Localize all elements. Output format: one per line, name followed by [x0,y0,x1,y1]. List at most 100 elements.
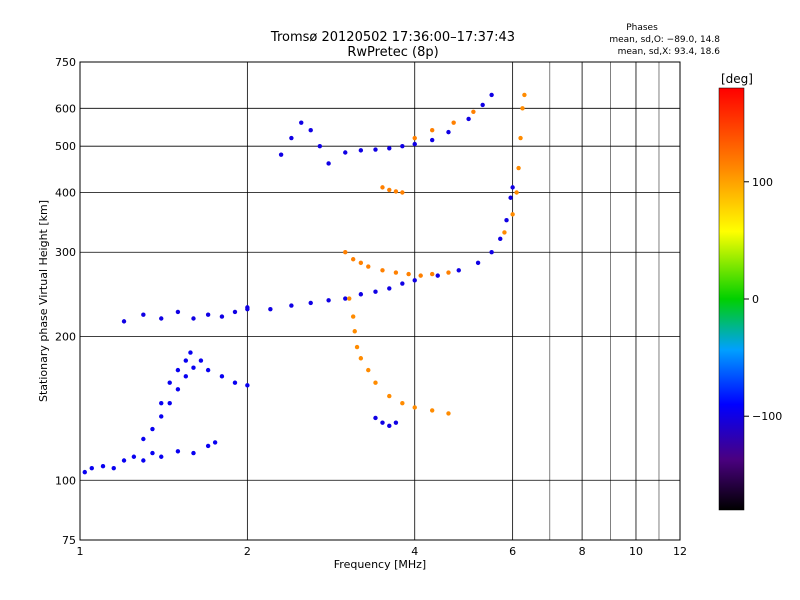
echo-point-s7-1 [358,148,364,153]
echo-point-s0-8 [159,454,164,459]
echo-point-s5-8 [387,286,392,291]
echo-point-s6-1 [289,135,294,141]
echo-point-s7-6 [429,137,435,143]
echo-point-s0-2 [100,464,106,469]
grid-lines [79,62,681,540]
echo-point-s4-0 [121,319,127,324]
echo-point-s12-4 [518,135,523,141]
echo-point-s11-4 [358,356,364,361]
x-tick-label-6: 12 [673,545,687,558]
colorbar-tick-label-2: −100 [752,410,782,423]
echo-point-s4-3 [175,309,181,315]
echo-point-s7-3 [387,146,392,151]
echo-point-s10-1 [387,187,392,193]
chart-title: Tromsø 20120502 17:36:00–17:37:43 [270,30,515,45]
echo-point-s3-0 [205,367,211,373]
chart-subtitle: RwPretec (8p) [347,45,438,60]
echo-point-s7-10 [489,92,494,98]
echo-point-s7-0 [343,150,348,155]
echo-point-s2-4 [188,350,193,355]
echo-point-s12-5 [520,106,525,111]
echo-point-s5-1 [268,306,273,312]
echo-point-s9-0 [343,250,348,255]
echo-point-s5-2 [289,303,294,308]
echo-point-s3-2 [232,380,238,385]
echo-point-s11-1 [350,314,356,319]
echo-point-s5-3 [308,300,313,306]
echo-point-s5-0 [245,305,250,310]
x-tick-label-1: 2 [244,545,251,558]
echo-point-s6-5 [326,161,331,166]
echo-point-s9-2 [358,260,364,266]
phases-line-x: mean, sd,X: 93.4, 18.6 [618,47,721,57]
y-tick-label-2: 200 [55,330,76,343]
echo-point-s4-7 [232,309,238,315]
echo-point-s5-4 [326,298,331,303]
echo-point-s13-2 [451,120,456,125]
echo-point-s10-2 [393,189,399,194]
echo-point-s9-1 [350,257,356,262]
echo-point-s12-0 [502,230,507,235]
echo-point-s0-5 [131,454,137,459]
echo-point-s2-2 [175,367,181,373]
echo-point-s11-11 [446,411,451,416]
echo-point-s3-3 [245,383,250,388]
echo-point-s5-5 [343,296,348,301]
echo-point-s11-2 [352,329,357,334]
echo-point-s0-7 [150,450,155,456]
echo-point-s9-9 [446,270,451,275]
echo-point-s7-4 [400,143,405,149]
y-tick-label-6: 600 [55,102,76,115]
echo-point-s2-3 [183,358,189,363]
echo-point-s1-2 [159,414,164,419]
echo-point-s6-4 [317,143,323,149]
echo-point-s11-3 [354,344,360,350]
echo-point-s7-5 [412,141,417,147]
echo-point-s1-6 [191,365,196,370]
echo-point-s12-3 [516,165,521,171]
echo-point-s11-9 [412,405,417,410]
colorbar [718,87,745,511]
echo-point-s8-3 [393,420,399,425]
echo-point-s5-11 [435,273,440,278]
y-tick-label-7: 750 [55,56,76,69]
y-tick-label-4: 400 [55,186,76,199]
echo-point-s9-8 [429,271,435,277]
echo-point-s7-9 [480,102,485,108]
echo-point-s12-6 [522,92,527,98]
x-axis-ticks: 1 2 4 6 8 10 12 [77,545,688,558]
plot-frame [79,61,681,541]
y-axis-ticks: 75 100 200 300 400 500 600 750 [55,56,76,547]
x-tick-label-3: 6 [509,545,516,558]
echo-point-s5-6 [358,292,364,297]
phases-line-o: mean, sd,O: −89.0, 14.8 [609,35,720,45]
x-axis-label: Frequency [MHz] [334,558,426,571]
echo-point-s4-6 [219,314,225,319]
echo-point-s12-2 [514,190,519,195]
echo-point-s6-0 [278,152,284,157]
echo-point-s0-3 [111,465,116,471]
echo-point-s11-5 [366,367,371,373]
echo-point-s4-5 [205,312,211,317]
echo-point-s6-3 [308,127,313,133]
echo-point-s0-12 [212,440,218,445]
echo-point-s5-10 [412,278,417,283]
echo-point-s7-8 [466,116,471,122]
echo-point-s13-1 [429,127,435,133]
colorbar-tick-label-0: 100 [752,176,773,189]
echo-point-s10-3 [400,190,405,195]
echo-point-s4-4 [191,316,196,321]
echo-point-s11-0 [347,296,352,301]
echo-point-s4-2 [159,316,164,321]
echo-point-s5-17 [508,195,513,200]
echo-point-s0-1 [89,465,94,471]
echo-point-s0-6 [141,458,146,463]
echo-point-s2-0 [159,400,164,406]
colorbar-label: [deg] [721,72,753,86]
echo-point-s10-0 [380,185,385,190]
y-tick-label-0: 75 [62,534,76,547]
y-axis-label: Stationary phase Virtual Height [km] [37,200,50,402]
colorbar-tick-label-1: 0 [752,293,759,306]
echo-point-s1-3 [167,400,172,406]
